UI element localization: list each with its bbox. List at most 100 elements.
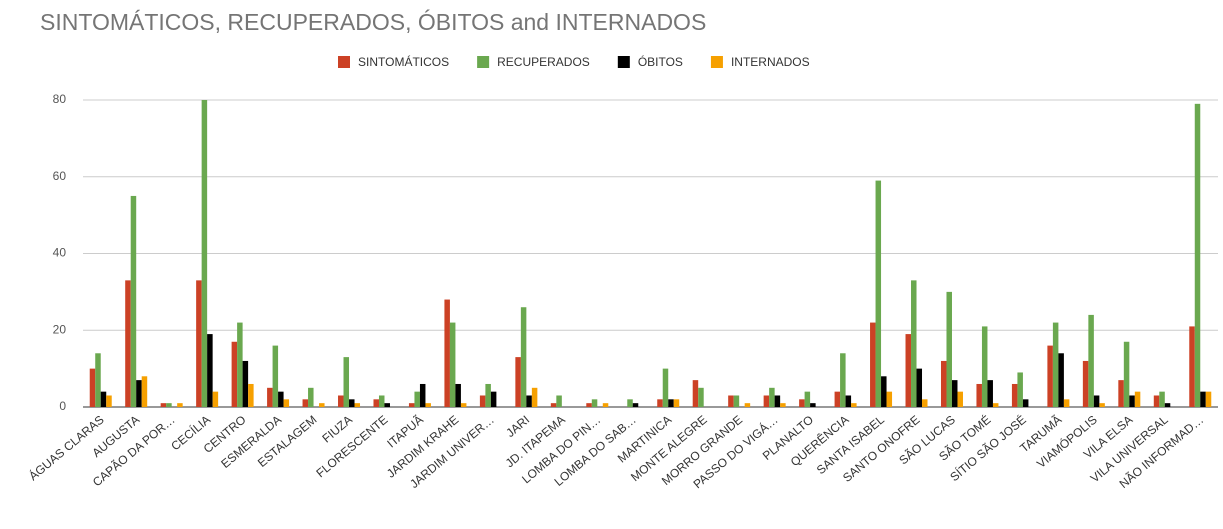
bar [378,395,385,407]
bar [130,195,137,407]
bar [668,399,674,407]
bar [444,299,450,407]
bar [1047,345,1053,407]
bar [1205,391,1212,407]
bar [283,399,290,407]
bar [106,395,112,407]
bar [1093,395,1100,407]
bar [1134,391,1141,407]
bar [267,387,273,407]
bar [319,403,325,407]
x-tick-label: VIAMÓPOLIS [1033,412,1099,471]
bar [308,387,314,407]
bar [1200,391,1206,407]
bar [1022,399,1029,407]
legend-swatch [338,56,350,68]
bar [414,391,420,407]
bar [485,383,491,407]
bar [810,403,816,407]
bar [373,399,379,407]
bar [875,180,882,407]
bar [272,345,279,407]
bar [89,368,96,407]
bar [957,391,963,407]
bar [278,391,284,407]
bar [455,383,461,407]
bar [196,280,202,407]
bar [799,399,805,407]
bar [408,403,415,407]
bar [940,360,947,407]
bar [951,380,958,407]
bar [744,403,751,407]
bar [1063,399,1070,407]
bar [1194,103,1201,408]
bar [526,395,532,407]
bar [177,403,183,407]
y-tick-label: 20 [53,322,67,336]
bar [460,403,467,407]
bar [804,391,811,407]
bar [591,399,598,407]
bar [911,280,917,407]
bar [160,403,167,407]
bar [657,399,663,407]
bar [231,341,238,407]
bar [602,403,609,407]
bar [1099,403,1105,407]
legend-swatch [617,56,630,68]
y-tick-label: 0 [59,399,66,413]
bar [769,387,775,407]
bar [905,334,912,407]
bar [627,399,633,407]
bar [419,383,426,407]
legend-label: ÓBITOS [638,54,683,69]
bar [845,395,852,407]
bar [881,376,887,407]
bar [987,380,993,407]
bar [1189,326,1195,407]
bar [1129,395,1135,407]
bar [1164,403,1171,407]
bar [343,357,350,407]
bar [125,280,131,407]
bar [1058,353,1064,407]
bar [141,376,148,407]
bar [520,307,527,407]
bar [886,391,893,407]
bar [531,387,538,407]
bar [1123,341,1130,407]
bar [698,387,704,407]
bar [673,399,680,407]
bar [302,399,309,407]
bar [976,383,982,407]
bar [733,395,740,407]
bar [774,395,781,407]
bar [166,403,172,407]
bar [981,326,988,407]
y-tick-label: 40 [53,246,67,260]
bar [763,395,770,407]
bar [449,322,456,407]
bar [1017,372,1023,407]
bar [515,357,521,407]
bar [95,353,101,407]
bar [916,368,923,407]
bar [248,383,254,407]
bar [237,322,243,407]
bar [1118,380,1124,407]
bar [834,391,841,407]
bar [207,334,213,407]
bar [100,391,107,407]
bar [556,395,562,407]
bar [550,403,557,407]
bar [384,403,390,407]
x-tick-label: JARI [503,413,532,440]
bar [840,353,846,407]
bar [242,360,249,407]
bar [425,403,431,407]
bar [662,368,669,407]
legend-swatch [710,56,723,68]
legend-label: INTERNADOS [731,55,810,69]
